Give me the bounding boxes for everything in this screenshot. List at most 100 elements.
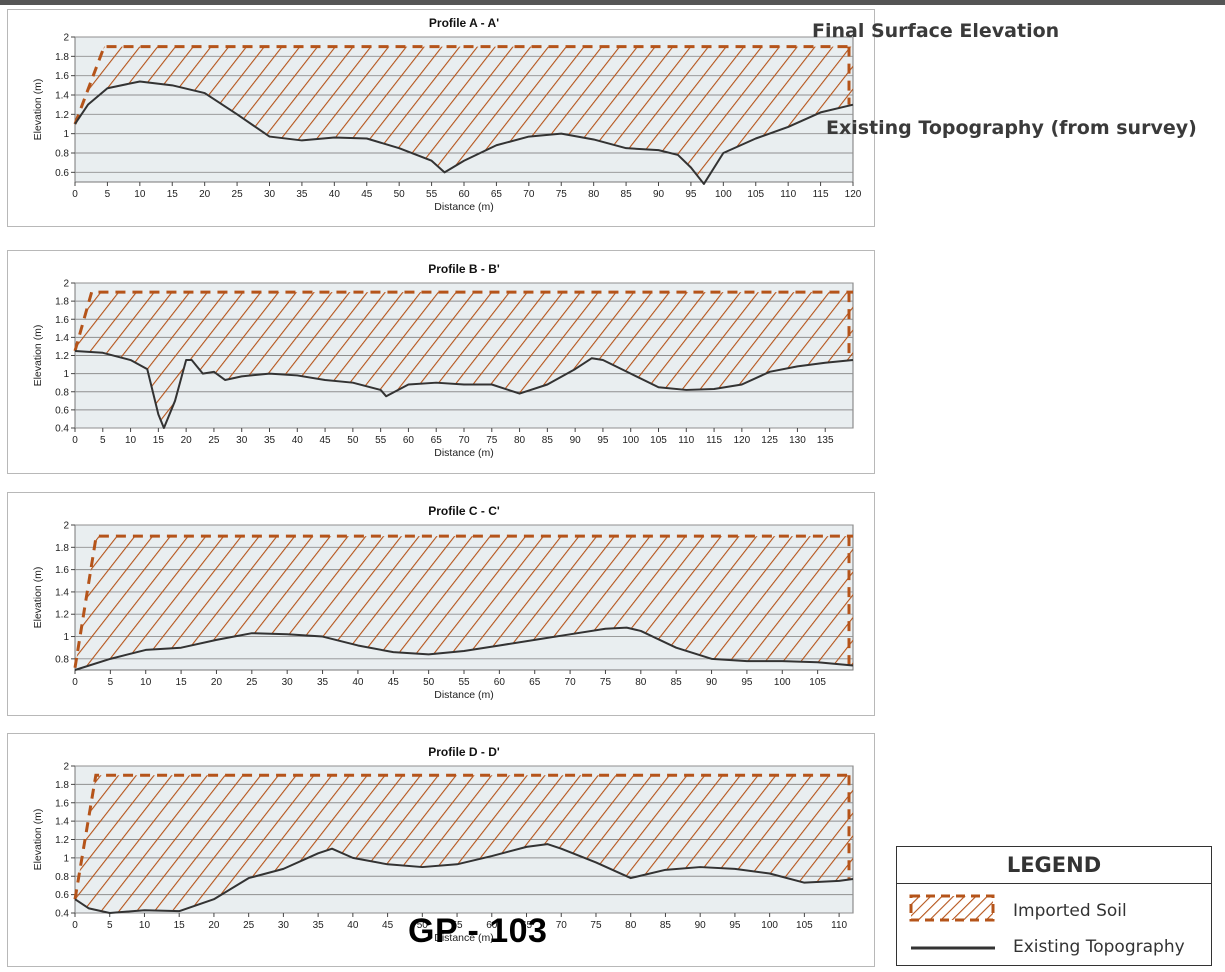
final-surface-annotation: Final Surface Elevation [812,20,1060,42]
profile-b-xtick-label: 0 [72,435,78,446]
page-code: GP - 103 [408,912,548,950]
profile-b-ytick-label: 0.6 [55,405,69,416]
profile-c-xtick-label: 70 [565,677,577,688]
profile-b-final-surface-line [73,290,853,352]
profile-d-xlabel: Distance (m) [434,932,494,944]
profile-b-xtick-label: 20 [181,435,193,446]
profile-a-xtick-label: 65 [491,189,503,200]
profile-c-xtick-label: 0 [72,677,78,688]
profile-b-xtick-label: 85 [542,435,554,446]
profile-c-xtick-label: 45 [388,677,400,688]
profile-c-xtick-label: 105 [809,677,826,688]
profile-c-xtick-label: 5 [108,677,114,688]
profile-b-xtick-label: 135 [817,435,834,446]
legend-existing-topography-label: Existing Topography [1013,937,1185,957]
profile-c-ytick-label: 1 [63,632,69,643]
profile-d-ytick-label: 0.4 [55,909,69,920]
profile-a-xtick-label: 45 [361,189,373,200]
profile-d-ytick-label: 2 [63,762,69,773]
profile-b-xtick-label: 25 [208,435,220,446]
top-border-rule [0,0,1225,5]
profile-a-xtick-label: 10 [134,189,146,200]
legend: LEGEND Imported Soil Existing Topography [896,846,1212,966]
profile-d-imported-soil-area [75,775,853,913]
profile-b-xtick-label: 35 [264,435,276,446]
profile-a-xtick-label: 35 [296,189,308,200]
profile-b-xtick-label: 55 [375,435,387,446]
profile-c-xtick-label: 50 [423,677,435,688]
profile-a-existing-topography-line [74,80,854,185]
profile-a-xtick-label: 90 [653,189,665,200]
profile-b-ytick-label: 2 [63,279,69,290]
profile-b-xtick-label: 45 [320,435,332,446]
profile-a-xtick-label: 100 [715,189,732,200]
profile-d-ytick-label: 1.6 [55,798,69,809]
profile-d-xtick-label: 60 [486,920,498,931]
profile-a-title: Profile A - A' [429,16,499,30]
profile-b-title: Profile B - B' [428,262,500,276]
profile-a-xtick-label: 40 [329,189,341,200]
profile-c-existing-topography-line [74,626,854,671]
profile-a-panel: 0.6 0.8 1 1.2 1.4 1.6 1.8 2 0 5 10 15 20 25 30 35 40 45 50… [7,9,875,227]
profile-c-ytick-label: 2 [63,521,69,532]
profile-d-xtick-label: 40 [347,920,359,931]
profile-a-xlabel: Distance (m) [434,201,494,213]
profile-c-ytick-label: 1.2 [55,610,69,621]
profile-b-xtick-label: 50 [347,435,359,446]
profile-d-xtick-label: 75 [590,920,602,931]
profile-a-ytick-label: 1 [63,129,69,140]
profile-c-xtick-label: 60 [494,677,506,688]
profile-a-ytick-label: 0.6 [55,168,69,179]
profile-b-chart: 0.40.60.811.21.41.61.820 5 10 15 20 25 30 35 40 4… [32,262,854,459]
profile-a-final-surface-line [73,45,853,125]
profile-a-xtick-label: 85 [621,189,633,200]
profile-d-xtick-label: 50 [417,920,429,931]
profile-b-xtick-label: 70 [458,435,470,446]
profile-d-xtick-label: 105 [796,920,813,931]
profile-c-xtick-label: 100 [774,677,791,688]
profile-b-xtick-label: 130 [789,435,806,446]
profile-a-xtick-label: 0 [72,189,78,200]
profile-d-xtick-label: 100 [761,920,778,931]
profile-c-xtick-label: 75 [600,677,612,688]
profile-a-xtick-label: 75 [556,189,568,200]
profile-d-xtick-label: 45 [382,920,394,931]
profile-b-ytick-label: 0.4 [55,424,69,435]
profile-b-ytick-label: 1.2 [55,351,69,362]
profile-a-xtick-label: 15 [167,189,179,200]
profile-a-ytick-label: 1.8 [55,52,69,63]
profile-a-ytick-label: 1.6 [55,71,69,82]
profile-c-ytick-label: 1.8 [55,543,69,554]
profile-c-xtick-label: 35 [317,677,329,688]
profile-a-xtick-label: 120 [845,189,862,200]
legend-imported-soil-label: Imported Soil [1013,901,1127,921]
profile-c-xtick-label: 85 [671,677,683,688]
profile-a-xtick-label: 110 [780,189,796,200]
profile-b-xtick-label: 100 [622,435,639,446]
profile-c-xtick-label: 25 [246,677,258,688]
profile-b-xlabel: Distance (m) [434,447,494,459]
profile-c-xlabel: Distance (m) [434,689,494,701]
profile-d-xtick-label: 35 [313,920,325,931]
profile-b-xtick-label: 5 [100,435,106,446]
profile-a-ytick-label: 0.8 [55,149,69,160]
legend-title: LEGEND [897,847,1211,884]
profile-a-xtick-label: 80 [588,189,600,200]
profile-c-xtick-label: 15 [176,677,188,688]
profile-a-xtick-label: 105 [747,189,764,200]
profile-b-xtick-label: 75 [486,435,498,446]
profile-d-xtick-label: 110 [831,920,847,931]
profile-b-existing-topography-line [74,349,854,429]
profile-c-ylabel: Elevation (m) [32,567,44,629]
profile-c-ytick-label: 1.6 [55,565,69,576]
profile-d-ytick-label: 0.6 [55,890,69,901]
profile-c-panel: 0.8 1 1.2 1.4 1.6 1.8 2 0 5 10 15 20 25 30 35 40 45 50 55 6… [7,492,875,716]
profile-d-xtick-label: 25 [243,920,255,931]
profile-a-ylabel: Elevation (m) [32,79,44,141]
profile-d-xtick-label: 55 [451,920,463,931]
profile-c-xtick-label: 40 [352,677,364,688]
profile-b-xtick-label: 105 [650,435,667,446]
profile-d-ytick-label: 1.2 [55,835,69,846]
profile-c-xtick-label: 80 [635,677,647,688]
profile-d-xtick-label: 95 [729,920,741,931]
